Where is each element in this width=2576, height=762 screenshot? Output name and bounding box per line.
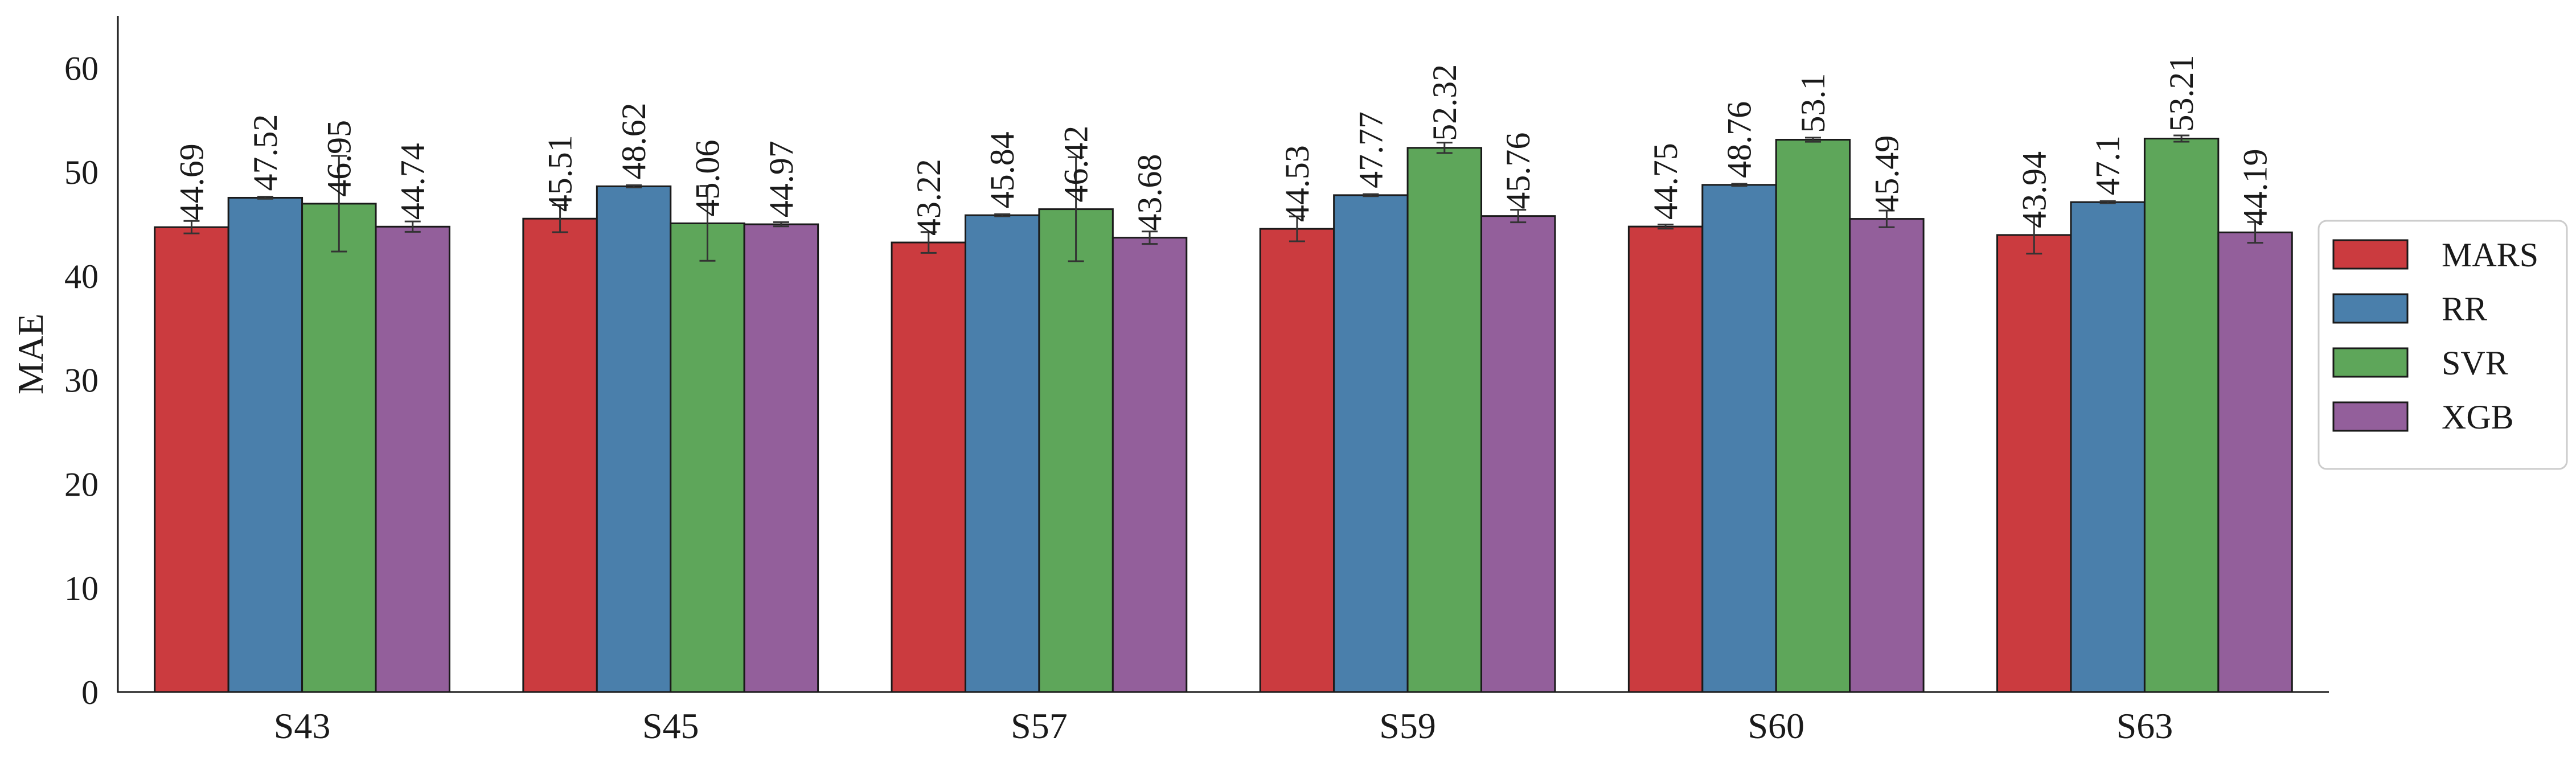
y-tick-label: 30 (64, 362, 99, 399)
legend-label: SVR (2442, 344, 2508, 382)
legend-label: MARS (2442, 236, 2538, 274)
x-tick-label: S63 (2116, 706, 2173, 746)
data-label: 45.49 (1868, 135, 1905, 212)
data-label: 47.1 (2089, 135, 2127, 195)
y-tick-label: 0 (81, 674, 99, 711)
legend: MARS RR SVR XGB (2317, 220, 2568, 470)
bar-mars-s59 (1259, 228, 1335, 693)
bar-xgb-s59 (1480, 215, 1556, 693)
legend-swatch-mars (2332, 239, 2409, 270)
data-label: 46.42 (1057, 126, 1095, 203)
bar-svr-s63 (2143, 137, 2220, 693)
bar-xgb-s45 (743, 223, 819, 693)
data-label: 44.75 (1647, 143, 1684, 220)
error-bars-layer (183, 134, 2263, 262)
bar-xgb-s63 (2217, 231, 2293, 693)
data-label: 44.97 (762, 141, 800, 217)
bar-mars-s57 (891, 241, 966, 693)
data-label: 44.19 (2237, 149, 2274, 225)
bar-svr-s45 (670, 222, 745, 693)
bar-svr-s60 (1775, 138, 1851, 693)
x-tick-label: S45 (642, 706, 699, 746)
data-label: 48.62 (615, 102, 653, 179)
legend-swatch-rr (2332, 293, 2409, 324)
data-labels-layer: 44.69 45.51 43.22 44.53 44.75 43.94 47.52 48.62… (173, 55, 2274, 236)
y-tick-label: 20 (64, 466, 99, 503)
axes-layer: 0 10 20 30 40 50 60 S43 S45 S57 S59 S60 S63 MAE (10, 16, 2329, 746)
bar-mars-s45 (522, 217, 598, 693)
bars-layer (154, 137, 2293, 693)
bar-xgb-s57 (1111, 237, 1188, 693)
bar-rr-s63 (2070, 201, 2146, 693)
data-label: 44.53 (1278, 145, 1316, 222)
data-label: 52.32 (1426, 64, 1463, 141)
data-label: 46.95 (320, 120, 358, 197)
x-tick-label: S60 (1748, 706, 1804, 746)
bar-rr-s45 (596, 185, 672, 693)
y-axis-label: MAE (10, 314, 51, 394)
legend-label: RR (2442, 290, 2487, 328)
bar-svr-s57 (1038, 208, 1114, 693)
bar-rr-s43 (227, 196, 303, 693)
data-label: 43.94 (2015, 151, 2053, 228)
data-label: 53.1 (1794, 73, 1832, 133)
data-label: 45.84 (983, 131, 1021, 208)
bar-mars-s63 (1996, 234, 2072, 693)
data-label: 47.52 (247, 114, 284, 191)
data-label: 44.74 (394, 143, 432, 220)
bar-svr-s59 (1406, 147, 1483, 693)
data-label: 53.21 (2163, 55, 2200, 131)
x-tick-label: S57 (1011, 706, 1068, 746)
data-label: 45.76 (1499, 133, 1537, 209)
bar-rr-s57 (964, 214, 1040, 693)
bar-rr-s59 (1333, 194, 1409, 693)
data-label: 47.77 (1352, 112, 1389, 188)
bar-rr-s60 (1701, 184, 1777, 693)
bar-mars-s43 (154, 226, 229, 693)
legend-swatch-svr (2332, 347, 2409, 378)
data-label: 48.76 (1721, 101, 1758, 178)
y-tick-label: 40 (64, 258, 99, 295)
data-label: 43.22 (910, 159, 947, 236)
x-tick-label: S59 (1379, 706, 1436, 746)
y-tick-label: 60 (64, 50, 99, 87)
bar-svr-s43 (301, 203, 377, 693)
y-tick-label: 10 (64, 570, 99, 607)
data-label: 45.51 (542, 135, 579, 212)
data-label: 43.68 (1131, 154, 1168, 231)
bar-xgb-s60 (1849, 218, 1925, 693)
legend-label: XGB (2442, 398, 2514, 436)
x-tick-label: S43 (274, 706, 331, 746)
data-label: 44.69 (173, 143, 210, 220)
bar-mars-s60 (1627, 225, 1704, 693)
data-label: 45.06 (688, 139, 726, 216)
legend-swatch-xgb (2332, 401, 2409, 432)
bar-xgb-s43 (375, 225, 450, 693)
y-tick-label: 50 (64, 154, 99, 191)
